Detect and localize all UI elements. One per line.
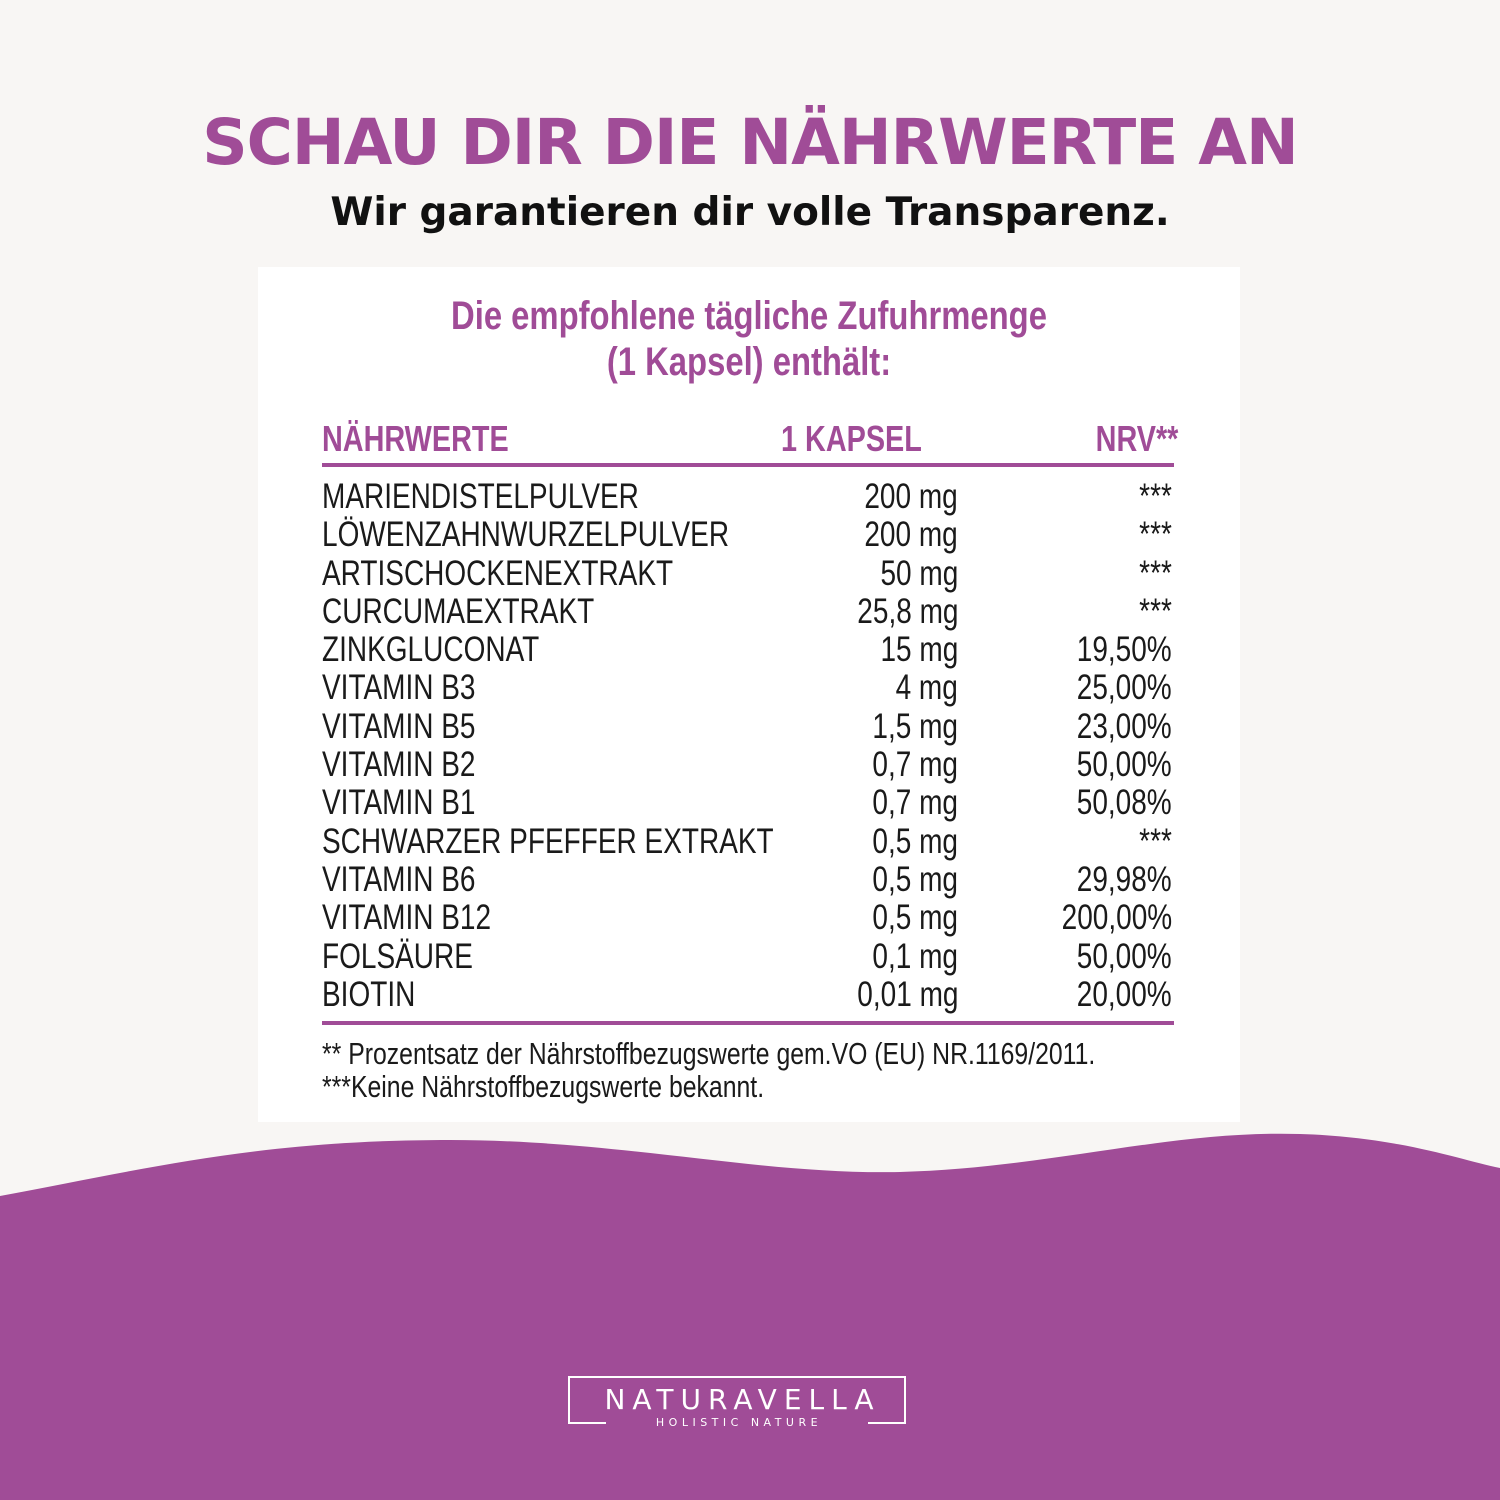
nutrition-panel: Die empfohlene tägliche Zufuhrmenge (1 K… (258, 267, 1240, 1122)
nutrient-nrv: 25,00% (1077, 668, 1172, 708)
nutrient-amount: 0,1 mg (872, 936, 958, 976)
nutrient-name: VITAMIN B12 (322, 898, 492, 938)
table-row: VITAMIN B6 0,5 mg 29,98% (322, 859, 1174, 899)
nutrient-name: ZINKGLUCONAT (322, 630, 540, 670)
nutrient-name: SCHWARZER PFEFFER EXTRAKT (322, 821, 774, 861)
nutrient-nrv: *** (1139, 515, 1172, 555)
table-row: ZINKGLUCONAT 15 mg 19,50% (322, 631, 1174, 669)
table-row: ARTISCHOCKENEXTRAKT 50 mg *** (322, 553, 1174, 593)
column-header-name: NÄHRWERTE (322, 418, 509, 459)
nutrient-amount: 4 mg (895, 668, 958, 708)
nutrient-nrv: 19,50% (1077, 630, 1172, 670)
table-row: SCHWARZER PFEFFER EXTRAKT 0,5 mg *** (322, 821, 1174, 861)
nutrient-amount: 25,8 mg (856, 591, 958, 631)
nutrient-nrv: *** (1139, 553, 1172, 593)
nutrient-name: FOLSÄURE (322, 936, 473, 976)
nutrient-amount: 0,7 mg (872, 745, 958, 785)
nutrient-amount: 200 mg (864, 477, 958, 516)
nutrient-nrv: 200,00% (1061, 898, 1172, 938)
nutrient-name: LÖWENZAHNWURZELPULVER (322, 515, 730, 555)
nutrient-name: VITAMIN B5 (322, 706, 476, 746)
nutrient-nrv: 23,00% (1077, 706, 1172, 746)
nutrient-name: VITAMIN B6 (322, 859, 476, 899)
table-row: BIOTIN 0,01 mg 20,00% (322, 974, 1174, 1014)
table-row: VITAMIN B3 4 mg 25,00% (322, 669, 1174, 707)
nutrient-name: BIOTIN (322, 974, 416, 1014)
nutrient-nrv: *** (1139, 821, 1172, 861)
brand-tagline: HOLISTIC NATURE (655, 1416, 823, 1429)
nutrient-nrv: *** (1139, 477, 1172, 516)
nutrient-amount: 0,5 mg (872, 821, 958, 861)
nutrient-amount: 0,01 mg (856, 974, 958, 1014)
logo-frame-left (568, 1422, 606, 1424)
table-rule-top (322, 463, 1174, 467)
table-row: MARIENDISTELPULVER 200 mg *** (322, 478, 1174, 516)
table-row: VITAMIN B5 1,5 mg 23,00% (322, 706, 1174, 746)
footnote-nrv: ** Prozentsatz der Nährstoffbezugswerte … (322, 1036, 1096, 1071)
table-row: LÖWENZAHNWURZELPULVER 200 mg *** (322, 516, 1174, 554)
nutrition-table-body: MARIENDISTELPULVER 200 mg *** LÖWENZAHNWURZ… (322, 478, 1174, 1014)
page-subline: Wir garantieren dir volle Transparenz. (330, 190, 1170, 235)
nutrient-nrv: 50,00% (1077, 936, 1172, 976)
nutrient-amount: 0,7 mg (872, 783, 958, 823)
nutrient-nrv: 20,00% (1077, 974, 1172, 1014)
table-row: VITAMIN B1 0,7 mg 50,08% (322, 784, 1174, 822)
nutrient-name: VITAMIN B1 (322, 783, 476, 823)
nutrient-amount: 50 mg (880, 553, 958, 593)
nutrient-nrv: 50,00% (1077, 745, 1172, 785)
column-header-nrv: NRV** (1095, 418, 1178, 459)
brand-name: NATURAVELLA (604, 1383, 881, 1416)
nutrient-amount: 1,5 mg (872, 706, 958, 746)
table-row: FOLSÄURE 0,1 mg 50,00% (322, 936, 1174, 976)
table-row: VITAMIN B2 0,7 mg 50,00% (322, 746, 1174, 784)
panel-title-line2: (1 Kapsel) enthält: (606, 340, 892, 384)
footnotes: ** Prozentsatz der Nährstoffbezugswerte … (322, 1036, 1096, 1104)
table-rule-bottom (322, 1021, 1174, 1025)
nutrient-name: MARIENDISTELPULVER (322, 477, 639, 516)
nutrient-nrv: 50,08% (1077, 783, 1172, 823)
nutrient-name: VITAMIN B3 (322, 668, 476, 708)
footnote-unknown: ***Keine Nährstoffbezugswerte bekannt. (322, 1069, 765, 1104)
nutrient-amount: 200 mg (864, 515, 958, 555)
nutrient-nrv: 29,98% (1077, 859, 1172, 899)
brand-logo: NATURAVELLA (568, 1376, 906, 1424)
column-header-amount: 1 KAPSEL (781, 418, 922, 459)
table-row: VITAMIN B12 0,5 mg 200,00% (322, 899, 1174, 937)
panel-title-line1: Die empfohlene tägliche Zufuhrmenge (451, 294, 1047, 338)
nutrient-name: ARTISCHOCKENEXTRAKT (322, 553, 674, 593)
logo-frame-right (868, 1422, 906, 1424)
nutrient-name: CURCUMAEXTRAKT (322, 591, 595, 631)
bottom-wave-band (0, 1133, 1500, 1500)
page-headline: SCHAU DIR DIE NÄHRWERTE AN (202, 106, 1298, 179)
table-row: CURCUMAEXTRAKT 25,8 mg *** (322, 591, 1174, 631)
nutrient-name: VITAMIN B2 (322, 745, 476, 785)
nutrient-nrv: *** (1139, 591, 1172, 631)
panel-title: Die empfohlene tägliche Zufuhrmenge (1 K… (346, 293, 1151, 385)
nutrient-amount: 15 mg (880, 630, 958, 670)
nutrient-amount: 0,5 mg (872, 859, 958, 899)
nutrient-amount: 0,5 mg (872, 898, 958, 938)
